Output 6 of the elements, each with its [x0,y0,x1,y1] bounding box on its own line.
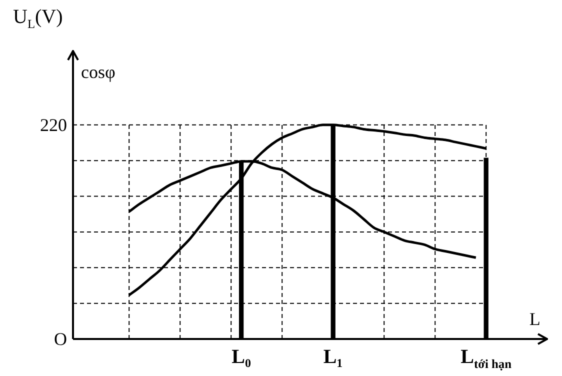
x-axis-title: L [529,309,540,329]
text: O [54,329,67,349]
text: 220 [40,114,67,135]
x-tick-label: L₁ [323,346,343,368]
x-tick-label: L₀ [232,346,251,368]
text: cosφ [81,62,116,82]
